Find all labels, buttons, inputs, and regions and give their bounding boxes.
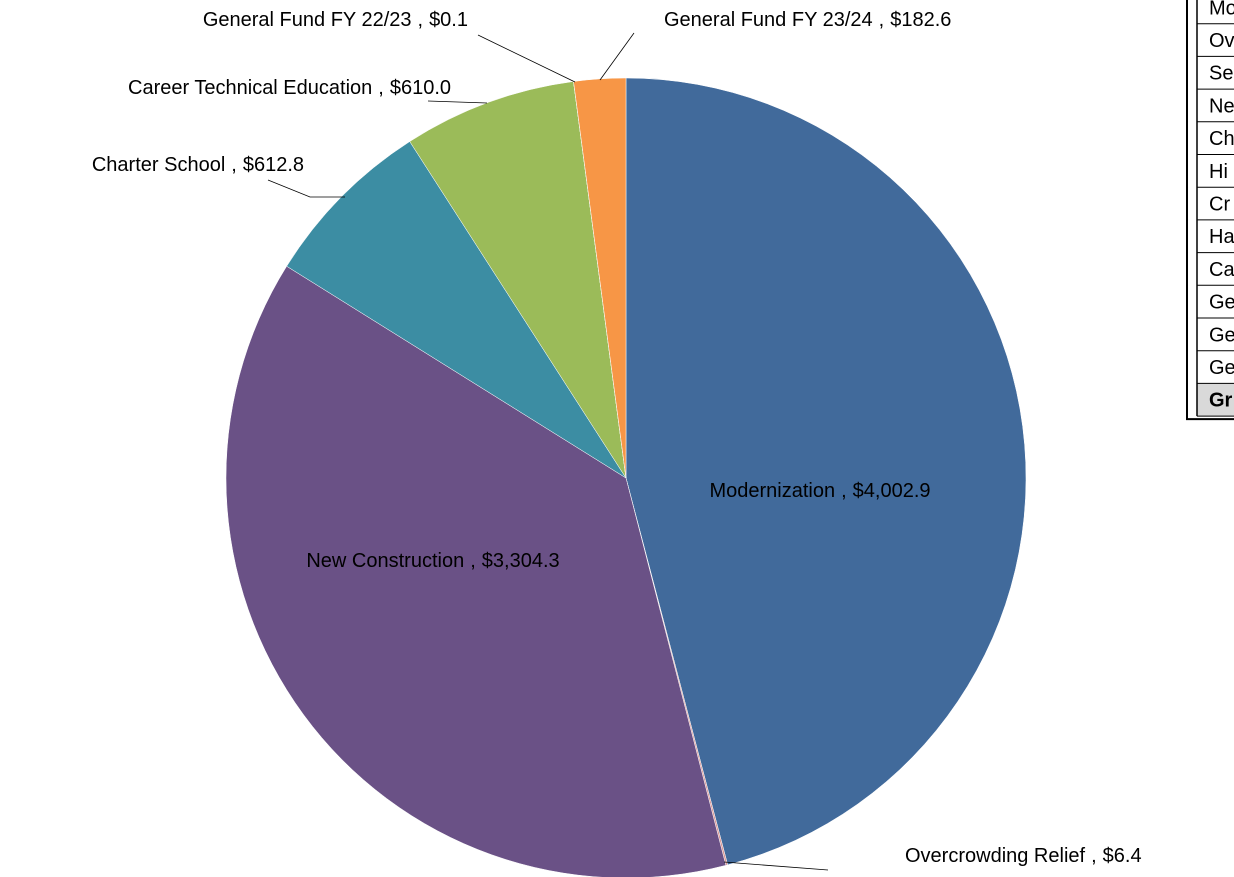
label-category: General Fund FY 22/23 [203, 9, 412, 31]
data-label: General Fund FY 22/23, $0.1 [203, 9, 468, 31]
leader-line [427, 100, 488, 104]
label-category: Modernization [709, 480, 835, 502]
label-value: $610.0 [390, 77, 451, 99]
label-value: $182.6 [890, 9, 951, 31]
data-label: Modernization, $4,002.9 [709, 480, 930, 502]
data-label: General Fund FY 23/24, $182.6 [664, 9, 951, 31]
label-category: Overcrowding Relief [905, 845, 1086, 867]
pie-slice [625, 77, 1027, 866]
table-cell: Ge [1209, 292, 1234, 314]
label-separator: , [418, 9, 424, 31]
label-value: $612.8 [243, 154, 304, 176]
table-cell: Ne [1209, 95, 1234, 117]
label-category: New Construction [306, 550, 464, 572]
table-cell: Ge [1209, 324, 1234, 346]
label-category: Charter School [92, 154, 225, 176]
leader-line [267, 179, 345, 198]
table-total-row [1197, 383, 1234, 417]
pie-slice [225, 265, 727, 877]
table-outer-border [1186, 0, 1234, 421]
label-category: General Fund FY 23/24 [664, 9, 873, 31]
label-value: $0.1 [429, 9, 468, 31]
table-cell: Hi [1209, 161, 1228, 183]
leader-line [723, 861, 829, 871]
label-value: $3,304.3 [482, 550, 560, 572]
pie-slice [409, 81, 627, 479]
table-cell: Ch [1209, 128, 1234, 150]
label-separator: , [841, 480, 847, 502]
leader-line [477, 34, 576, 83]
label-separator: , [470, 550, 476, 572]
table-cell: Ov [1209, 30, 1234, 52]
data-label: New Construction, $3,304.3 [306, 550, 559, 572]
label-value: $4,002.9 [853, 480, 931, 502]
data-label: Charter School, $612.8 [92, 154, 304, 176]
table-cell: Mo [1209, 0, 1234, 19]
label-separator: , [879, 9, 885, 31]
data-label: Overcrowding Relief, $6.4 [905, 845, 1142, 867]
label-value: $6.4 [1103, 845, 1142, 867]
table-cell: Ca [1209, 259, 1234, 281]
label-separator: , [1091, 845, 1097, 867]
label-separator: , [231, 154, 237, 176]
leader-line [599, 32, 635, 81]
table-cell: Gr [1209, 390, 1233, 412]
table-cell: Se [1209, 63, 1233, 85]
label-category: Career Technical Education [128, 77, 372, 99]
label-separator: , [378, 77, 384, 99]
table-cell: Cr [1209, 193, 1230, 215]
data-label: Career Technical Education, $610.0 [128, 77, 451, 99]
table-cell: Ha [1209, 226, 1234, 248]
table-cell: Ge [1209, 357, 1234, 379]
